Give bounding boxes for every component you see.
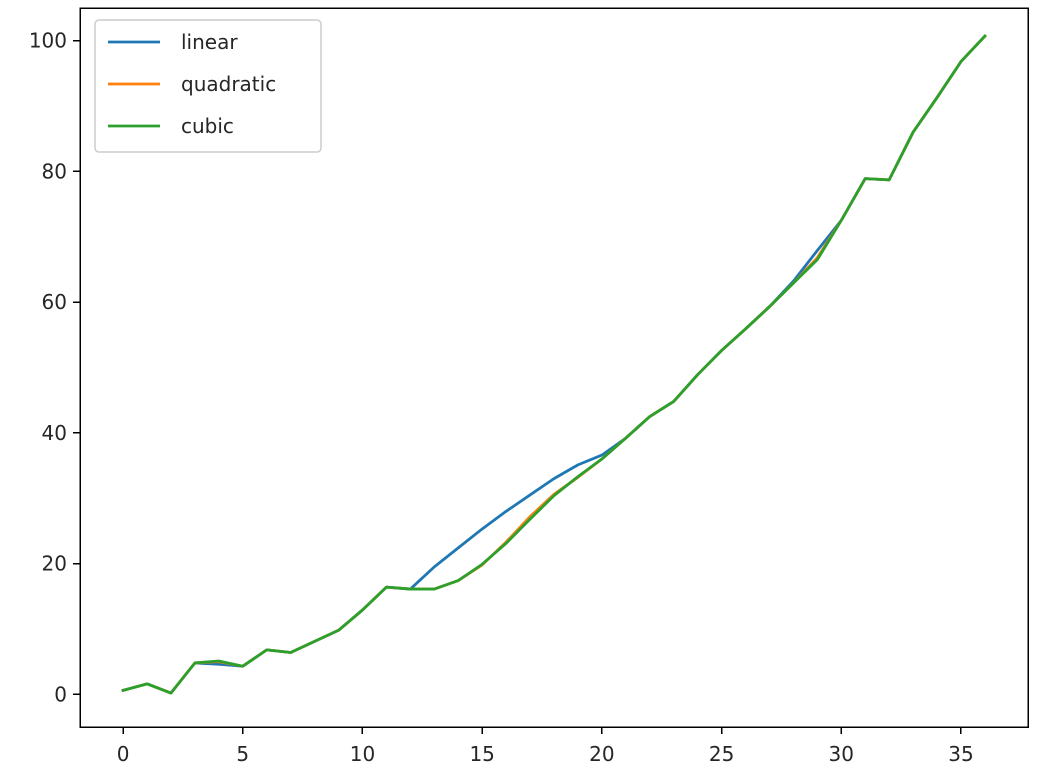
- y-tick-label: 100: [29, 29, 67, 53]
- y-tick-label: 60: [42, 290, 67, 314]
- y-tick-label: 80: [42, 159, 67, 183]
- plot-frame: [79, 7, 1029, 728]
- y-tick-label: 20: [42, 552, 67, 576]
- series-lines: [121, 34, 987, 695]
- x-tick-label: 0: [117, 742, 130, 766]
- x-tick-label: 20: [589, 742, 614, 766]
- x-tick-label: 30: [829, 742, 854, 766]
- legend: linear quadratic cubic: [94, 19, 322, 153]
- x-tick-label: 5: [236, 742, 249, 766]
- legend-box: [94, 19, 322, 153]
- legend-label-quadratic: quadratic: [181, 72, 276, 96]
- series-line-cubic: [121, 34, 987, 695]
- axes: 0 5 10 15 20 25 30 35 0 20 40 60 80 100: [29, 7, 1029, 766]
- y-tick-label: 0: [54, 682, 67, 706]
- x-tick-label: 15: [469, 742, 494, 766]
- legend-label-linear: linear: [181, 30, 238, 54]
- x-tick-label: 25: [709, 742, 734, 766]
- y-tick-label: 40: [42, 421, 67, 445]
- x-tick-label: 10: [350, 742, 375, 766]
- x-tick-label: 35: [948, 742, 973, 766]
- legend-label-cubic: cubic: [181, 114, 234, 138]
